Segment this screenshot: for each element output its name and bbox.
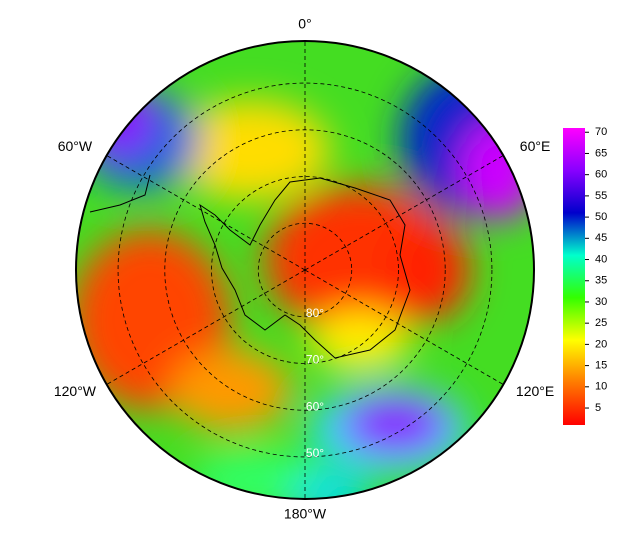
longitude-label: 120°W — [54, 383, 97, 399]
colorbar-tick-label: 50 — [595, 211, 607, 223]
longitude-label: 120°E — [516, 383, 554, 399]
colorbar-tick-label: 5 — [595, 402, 601, 414]
longitude-label: 0° — [298, 16, 311, 32]
latitude-circle — [211, 176, 399, 364]
map-border — [75, 40, 535, 500]
colorbar-tick-label: 10 — [595, 381, 607, 393]
longitude-label: 60°W — [58, 138, 93, 154]
latitude-circle — [117, 82, 493, 458]
longitude-label: 60°E — [520, 138, 551, 154]
peninsula-tip — [89, 174, 151, 213]
meridian — [106, 269, 306, 385]
colorbar: 5 10 15 20 25 30 35 40 45 50 55 60 65 70 — [563, 126, 607, 425]
latitude-label: 70° — [306, 353, 324, 367]
meridian — [304, 269, 504, 385]
colorbar-tick-label: 45 — [595, 232, 607, 244]
graticule — [106, 41, 504, 499]
meridian — [304, 155, 504, 271]
heat-field — [76, 41, 534, 499]
latitude-label: 60° — [306, 399, 324, 413]
longitude-label: 180°W — [284, 506, 327, 522]
latitude-circle — [257, 222, 353, 318]
antarctica-outline — [199, 177, 411, 359]
colorbar-tick-label: 40 — [595, 253, 607, 265]
colorbar-tick-label: 60 — [595, 169, 607, 181]
colorbar-tick-label: 25 — [595, 317, 607, 329]
colorbar-tick-label: 35 — [595, 275, 607, 287]
meridian — [106, 155, 306, 271]
latitude-label: 50° — [306, 446, 324, 460]
colorbar-tick-label: 30 — [595, 296, 607, 308]
colorbar-ramp — [563, 128, 585, 425]
colorbar-tick-label: 20 — [595, 338, 607, 350]
latitude-label: 80° — [306, 306, 324, 320]
colorbar-tick-label: 15 — [595, 360, 607, 372]
colorbar-tick-label: 55 — [595, 190, 607, 202]
colorbar-tick-label: 70 — [595, 126, 607, 138]
colorbar-tick-label: 65 — [595, 147, 607, 159]
